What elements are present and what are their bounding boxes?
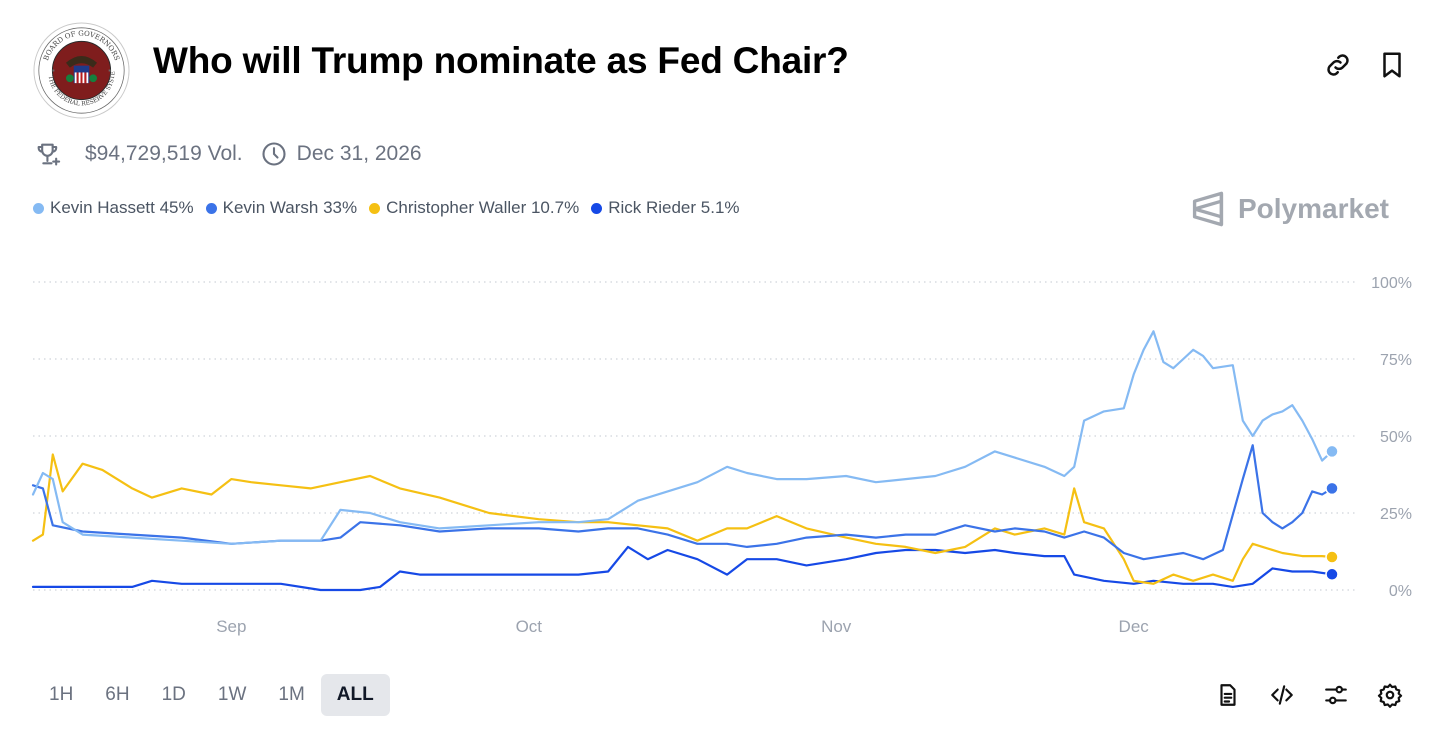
range-1h-button[interactable]: 1H xyxy=(49,684,74,705)
end-date-text: Dec 31, 2026 xyxy=(296,142,422,165)
y-tick-label: 100% xyxy=(1371,275,1412,292)
chart-tools xyxy=(1192,677,1408,713)
code-icon[interactable] xyxy=(1264,677,1300,713)
x-tick-label: Nov xyxy=(821,617,852,636)
y-tick-label: 25% xyxy=(1380,506,1412,523)
x-tick-label: Dec xyxy=(1119,617,1150,636)
clock-icon xyxy=(259,139,289,169)
x-tick-label: Sep xyxy=(216,617,246,636)
legend-item-hassett: Kevin Hassett 45% xyxy=(33,198,194,218)
bookmark-icon[interactable] xyxy=(1377,50,1407,80)
legend-label: Rick Rieder 5.1% xyxy=(608,198,740,217)
page-title: Who will Trump nominate as Fed Chair? xyxy=(153,40,849,81)
link-icon[interactable] xyxy=(1323,50,1353,80)
legend-label: Kevin Hassett 45% xyxy=(50,198,194,217)
range-1w-button[interactable]: 1W xyxy=(217,684,247,705)
volume-text: $94,729,519 Vol. xyxy=(85,142,243,165)
polymarket-logo-icon xyxy=(1192,191,1224,227)
trophy-icon xyxy=(33,139,63,169)
x-tick-label: Oct xyxy=(516,617,543,636)
time-range-selector: 1H 6H 1D 1W 1M ALL xyxy=(33,674,390,716)
series-end-point xyxy=(1325,550,1339,564)
brand-name: Polymarket xyxy=(1238,193,1389,224)
y-tick-label: 75% xyxy=(1380,352,1412,369)
range-1m-button[interactable]: 1M xyxy=(278,684,305,705)
series-line xyxy=(31,330,1334,545)
legend-label: Christopher Waller 10.7% xyxy=(386,198,580,217)
legend-dot xyxy=(33,202,44,214)
polymarket-brand: Polymarket xyxy=(1190,190,1389,228)
fed-seal-logo: BOARD OF GOVERNORS OF THE FEDERAL RESERV… xyxy=(33,22,130,119)
series-line xyxy=(31,453,1334,585)
series-end-point xyxy=(1325,481,1339,496)
y-tick-label: 50% xyxy=(1380,429,1412,446)
y-tick-label: 0% xyxy=(1389,583,1412,600)
range-6h-button[interactable]: 6H xyxy=(105,684,130,705)
market-meta: $94,729,519 Vol. Dec 31, 2026 xyxy=(33,138,422,170)
legend-dot xyxy=(369,202,381,214)
series-line xyxy=(31,545,1334,592)
sliders-icon[interactable] xyxy=(1318,677,1354,713)
chart-legend: Kevin Hassett 45% Kevin Warsh 33% Christ… xyxy=(33,198,752,218)
legend-item-waller: Christopher Waller 10.7% xyxy=(369,198,579,218)
legend-label: Kevin Warsh 33% xyxy=(222,198,358,217)
series-end-point xyxy=(1325,567,1339,582)
document-icon[interactable] xyxy=(1210,677,1246,713)
legend-dot xyxy=(205,202,217,214)
legend-dot xyxy=(591,202,603,214)
gear-icon[interactable] xyxy=(1372,677,1408,713)
range-all-button[interactable]: ALL xyxy=(320,674,390,716)
legend-item-rieder: Rick Rieder 5.1% xyxy=(591,198,740,218)
legend-item-warsh: Kevin Warsh 33% xyxy=(205,198,358,218)
series-line xyxy=(31,444,1334,561)
series-end-point xyxy=(1325,444,1339,459)
range-1d-button[interactable]: 1D xyxy=(161,684,186,705)
